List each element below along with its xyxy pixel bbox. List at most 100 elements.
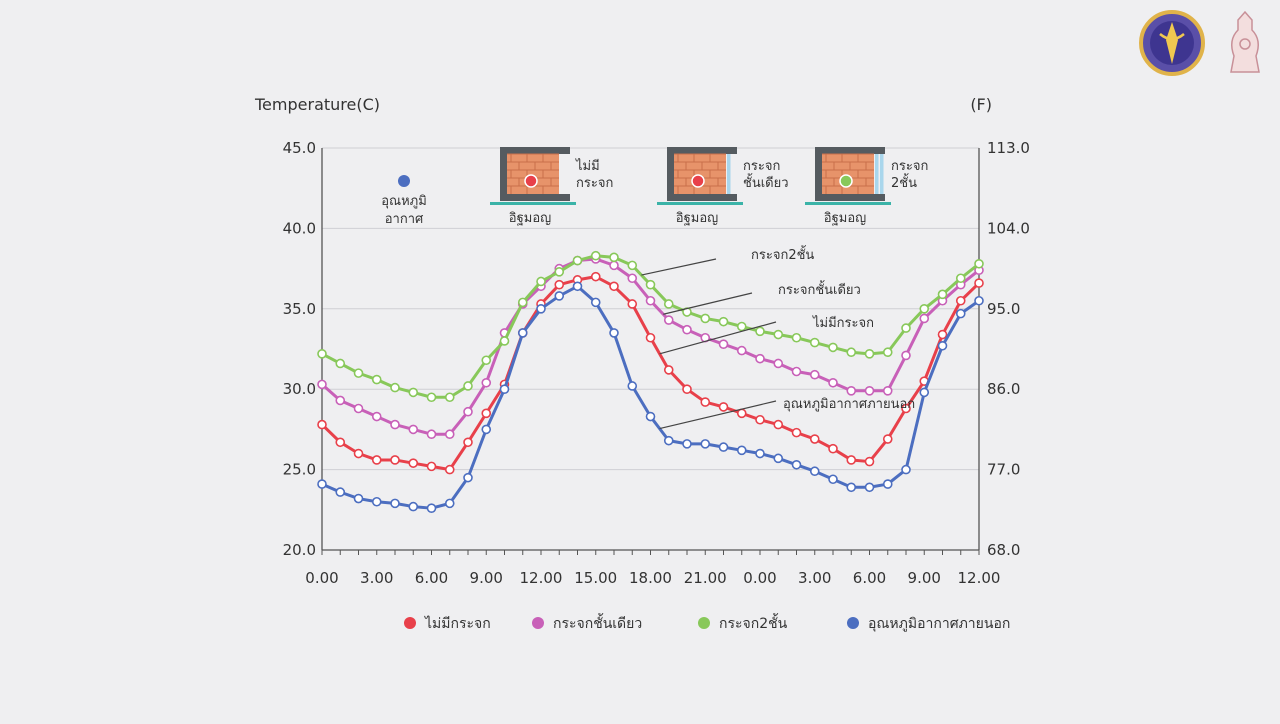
annotation-leader	[641, 258, 717, 276]
data-point	[919, 387, 930, 398]
annotation-leader	[659, 400, 777, 430]
wall-material-label: อิฐมอญ	[509, 211, 552, 226]
data-point	[609, 252, 619, 263]
legend-item: กระจกชั้นเดียว	[532, 613, 642, 632]
data-point	[335, 395, 346, 406]
wall-diagram-1: กระจกชั้นเดียวอิฐมอญ	[657, 147, 789, 226]
data-point	[572, 255, 583, 266]
y-tick-label-left: 30.0	[283, 380, 316, 398]
data-point	[901, 464, 911, 475]
x-tick-label: 3.00	[360, 569, 393, 587]
data-point	[663, 299, 674, 309]
brick-wall-icon	[822, 153, 874, 194]
data-point	[718, 442, 729, 452]
x-tick-label: 12.00	[958, 569, 1001, 587]
data-point	[882, 347, 893, 358]
data-point	[408, 458, 419, 468]
data-point	[444, 429, 455, 440]
data-point	[755, 414, 765, 425]
data-point	[645, 279, 656, 290]
x-tick-label: 21.00	[684, 569, 727, 587]
data-point	[718, 316, 729, 327]
data-point	[408, 424, 419, 435]
data-point	[499, 336, 510, 346]
chart-legend: ไม่มีกระจก กระจกชั้นเดียว กระจก2ชั้น อุณหภู…	[404, 613, 1010, 632]
x-tick-label: 9.00	[908, 569, 941, 587]
data-point	[627, 273, 638, 284]
data-point	[682, 324, 692, 335]
data-point	[736, 445, 747, 456]
data-point	[390, 382, 400, 393]
x-tick-label: 6.00	[853, 569, 886, 587]
data-point	[974, 295, 984, 306]
sensor-dot-icon	[524, 174, 538, 188]
data-point	[645, 332, 656, 343]
wall-diagrams: อุณหภูมิอากาศไม่มีกระจกอิฐมอญกระจกชั้นเด…	[381, 147, 928, 227]
x-tick-label: 12.00	[520, 569, 563, 587]
x-tick-label: 18.00	[629, 569, 672, 587]
data-point	[864, 456, 875, 467]
brick-wall-icon	[674, 153, 726, 194]
data-point	[955, 308, 966, 319]
data-point	[371, 374, 382, 385]
data-point	[864, 349, 875, 359]
annotation-label: กระจกชั้นเดียว	[778, 280, 861, 298]
data-point	[773, 453, 784, 464]
data-point	[609, 328, 619, 338]
data-point	[700, 313, 711, 324]
wall-frame-top	[500, 147, 570, 154]
data-point	[755, 326, 765, 337]
data-point	[317, 479, 327, 489]
legend-swatch	[532, 617, 544, 629]
data-point	[700, 439, 711, 449]
legend-item: ไม่มีกระจก	[404, 615, 491, 632]
legend-swatch	[847, 617, 859, 629]
wall-diagram-text: 2ชั้น	[891, 173, 917, 191]
data-point	[828, 377, 838, 388]
data-point	[426, 461, 437, 472]
data-point	[353, 403, 364, 414]
data-point	[955, 273, 966, 284]
data-point	[809, 434, 820, 444]
data-point	[791, 427, 802, 438]
data-point	[791, 366, 802, 377]
data-point	[773, 358, 784, 369]
outdoor-marker-label: อากาศ	[385, 212, 424, 227]
data-point	[463, 472, 473, 483]
legend-swatch	[698, 617, 710, 629]
annotation-label: กระจก2ชั้น	[751, 245, 814, 263]
y-tick-label-right: 113.0	[987, 139, 1030, 157]
data-point	[627, 299, 638, 309]
series-line	[320, 275, 981, 472]
ground-line	[657, 202, 743, 205]
data-point	[828, 342, 838, 353]
data-point	[663, 435, 674, 446]
wall-frame-top	[815, 147, 885, 154]
x-tick-label: 3.00	[798, 569, 831, 587]
data-point	[882, 479, 893, 489]
y-tick-label-left: 25.0	[283, 461, 316, 479]
wall-diagram-text: ชั้นเดียว	[743, 173, 789, 191]
ground-line	[490, 202, 576, 205]
brick-wall-icon	[507, 153, 559, 194]
x-tick-label: 0.00	[305, 569, 338, 587]
legend-label: กระจกชั้นเดียว	[553, 613, 642, 632]
data-point	[809, 337, 820, 348]
wall-frame-bottom	[667, 194, 737, 201]
data-point	[426, 429, 437, 440]
data-point	[554, 291, 565, 301]
data-point	[554, 267, 565, 277]
data-point	[481, 355, 492, 366]
data-point	[937, 289, 948, 300]
data-point	[645, 411, 656, 422]
data-point	[536, 303, 546, 314]
data-point	[371, 455, 382, 465]
data-point	[335, 437, 346, 448]
sensor-dot-icon	[839, 174, 853, 188]
legend-label: อุณหภูมิอากาศภายนอก	[868, 616, 1010, 632]
data-point	[736, 408, 747, 419]
university-seal-icon	[1139, 10, 1205, 76]
y-tick-label-right: 68.0	[987, 541, 1020, 559]
